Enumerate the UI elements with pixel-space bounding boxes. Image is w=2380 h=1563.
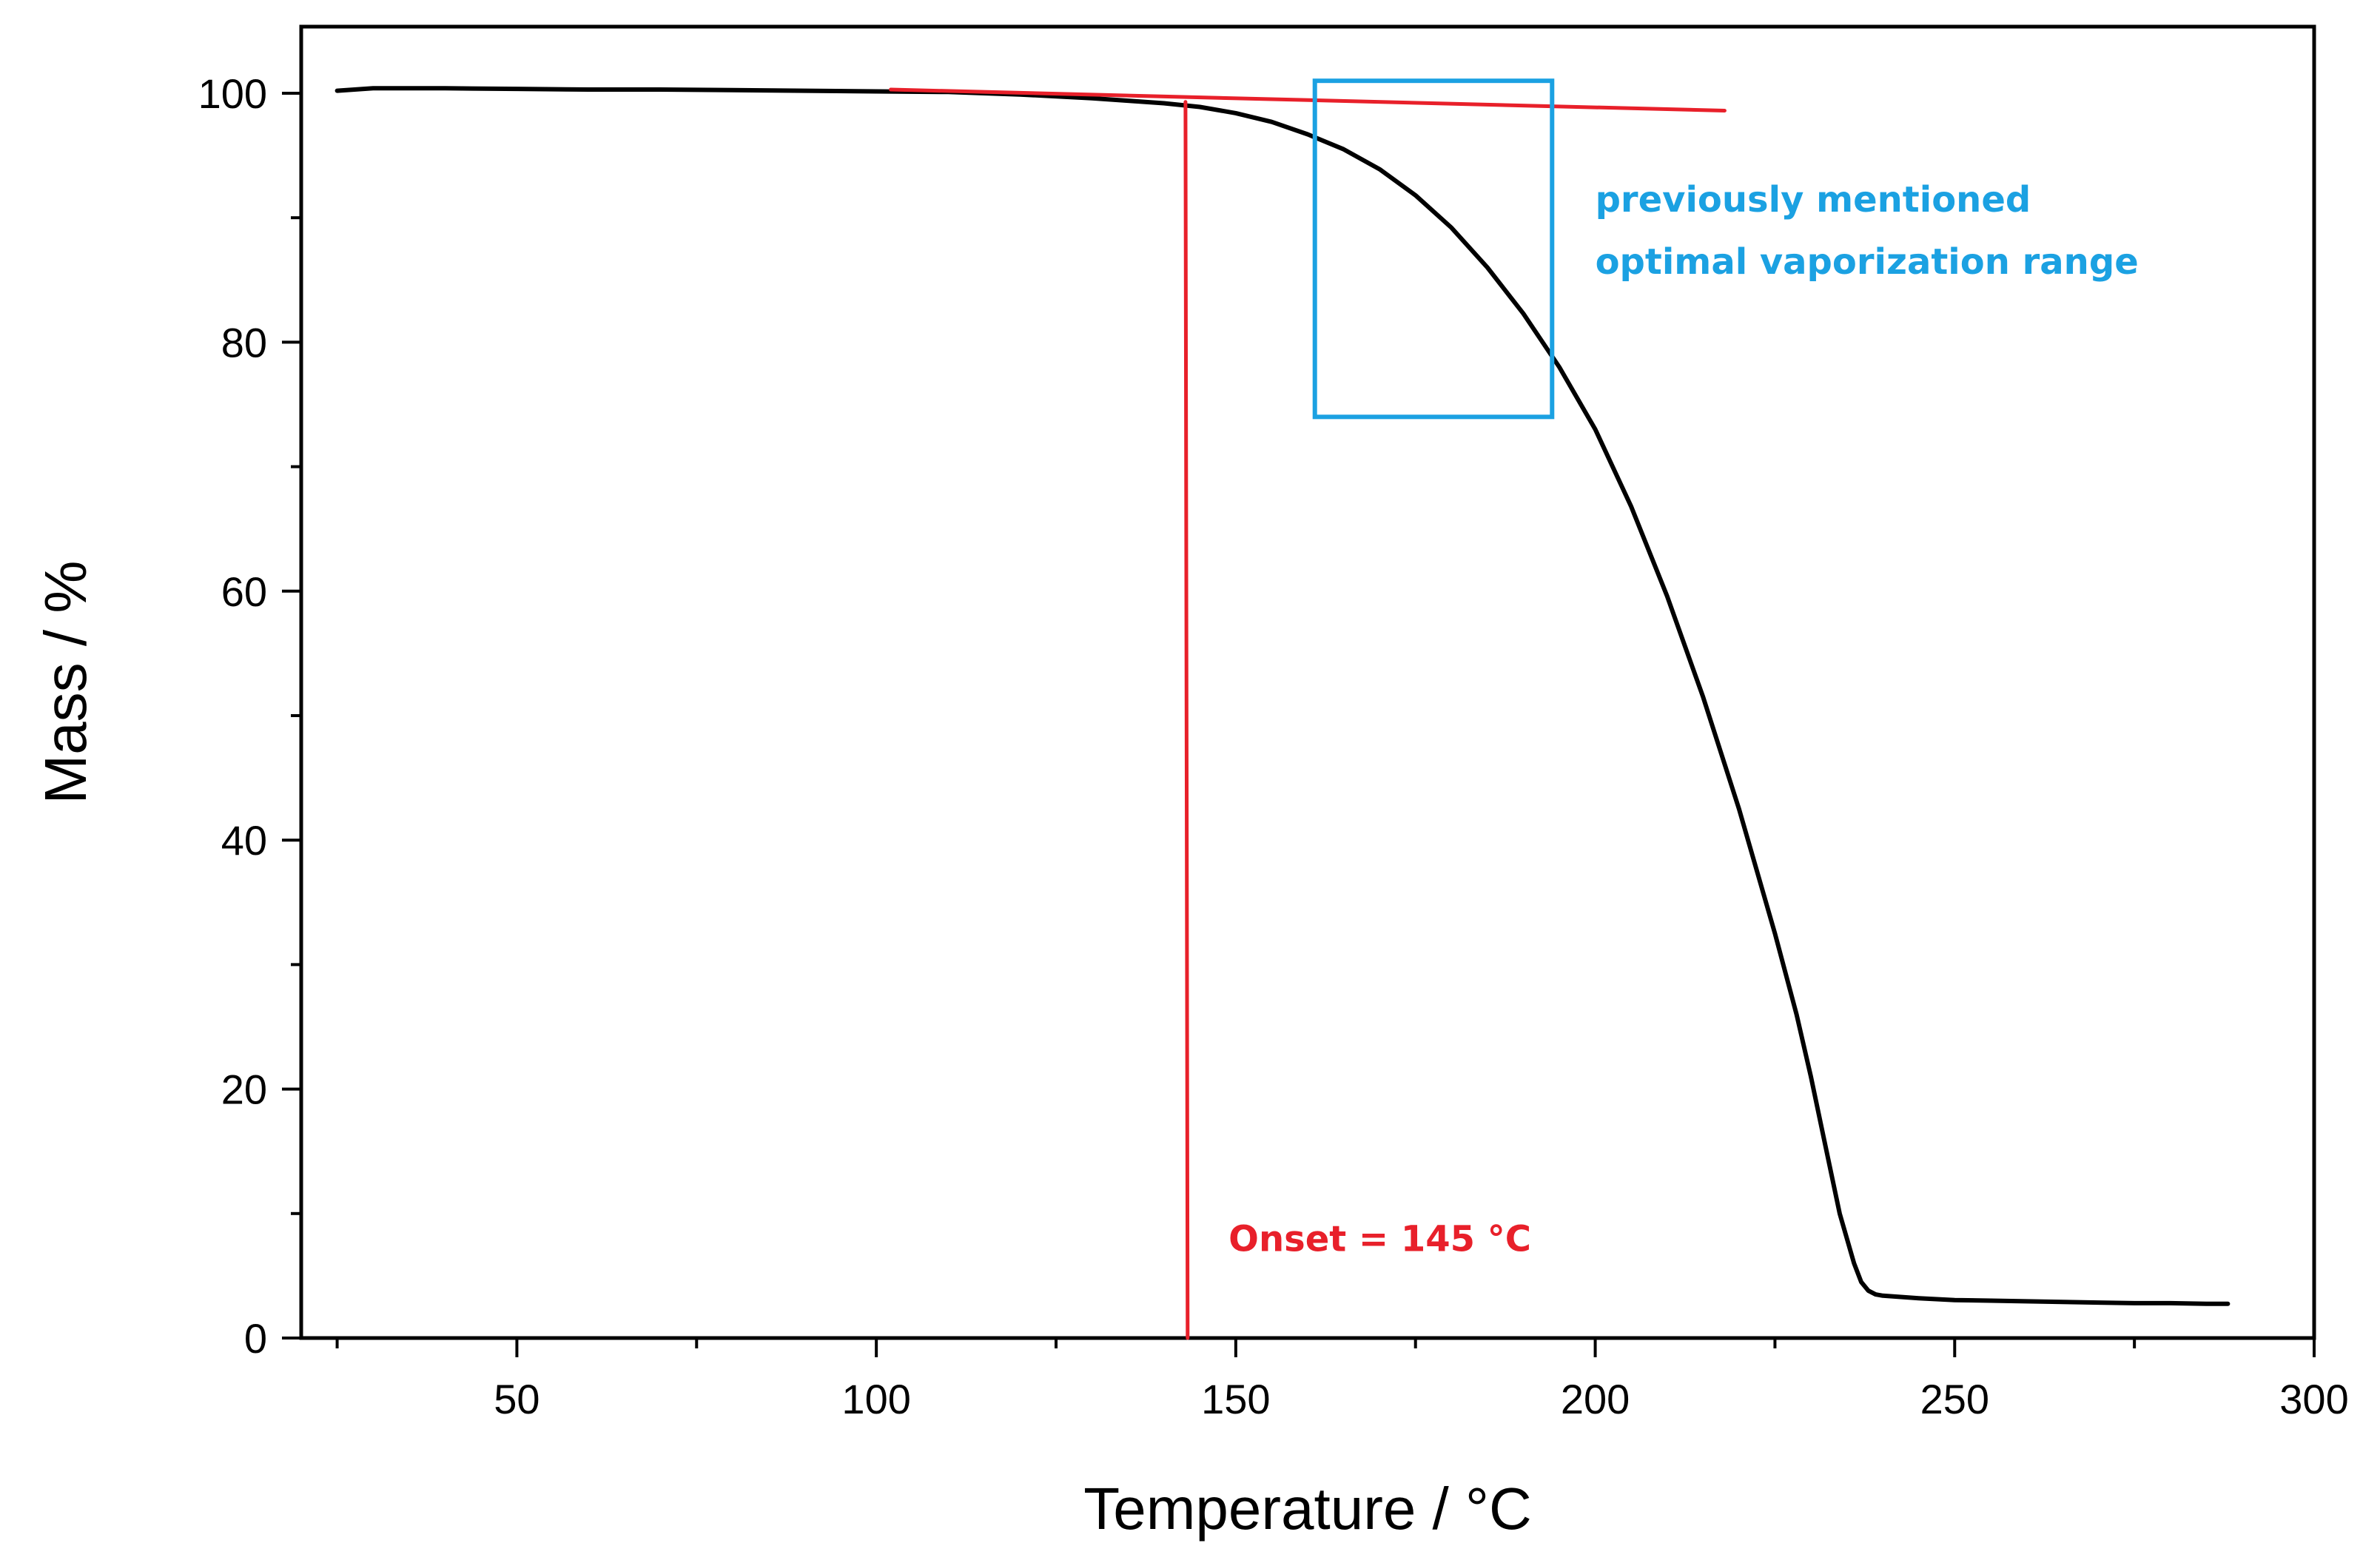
y-tick-label: 60 bbox=[221, 568, 267, 615]
y-tick-label: 20 bbox=[221, 1066, 267, 1113]
axis-ticks: 50 100 150 200 250 300 0 20 40 60 80 100 bbox=[198, 70, 2349, 1422]
mass-curve bbox=[335, 86, 2231, 1306]
x-tick-label: 150 bbox=[1201, 1376, 1270, 1422]
plot-frame bbox=[299, 24, 2316, 1340]
vaporization-range-box bbox=[1312, 78, 1555, 420]
y-axis-title: Mass / % bbox=[33, 561, 98, 804]
x-axis-title: Temperature / °C bbox=[1083, 1476, 1532, 1542]
x-tick-label: 100 bbox=[841, 1376, 910, 1422]
x-tick-label: 50 bbox=[494, 1376, 539, 1422]
x-tick-label: 200 bbox=[1561, 1376, 1630, 1422]
x-tick-label: 250 bbox=[1920, 1376, 1989, 1422]
onset-label: Onset = 145 °C bbox=[1228, 1218, 1531, 1260]
onset-marker-line bbox=[1183, 100, 1190, 1340]
baseline-tangent-line bbox=[889, 87, 1727, 112]
range-label-line-2: optimal vaporization range bbox=[1596, 241, 2139, 283]
y-tick-label: 80 bbox=[221, 319, 267, 366]
range-label-line-1: previously mentioned bbox=[1596, 179, 2031, 221]
y-tick-label: 100 bbox=[198, 70, 267, 117]
x-tick-label: 300 bbox=[2279, 1376, 2348, 1422]
annotation-layer: Onset = 145 °C previously mentioned optima… bbox=[1228, 179, 2139, 1260]
y-tick-label: 40 bbox=[221, 817, 267, 864]
y-tick-label: 0 bbox=[244, 1315, 267, 1362]
data-series bbox=[335, 86, 2231, 1340]
highlight-layer bbox=[1312, 78, 1555, 420]
